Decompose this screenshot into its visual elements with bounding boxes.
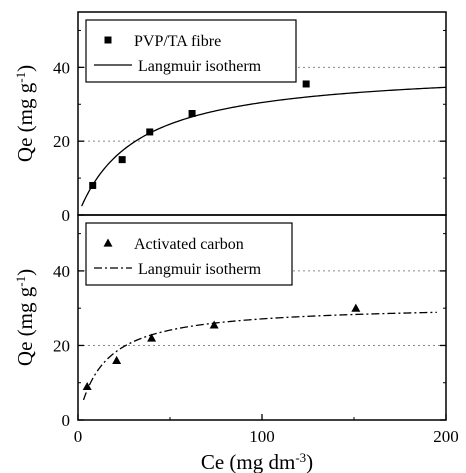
x-axis-title-sup: -3	[295, 450, 306, 465]
x-axis-title-main: Ce (mg dm	[201, 450, 296, 473]
y-axis-title: Qe (mg g-1)	[13, 269, 38, 366]
y-axis-title-sup: -1	[13, 276, 28, 287]
langmuir-fit-curve	[82, 311, 437, 401]
y-axis-title-main: Qe (mg g	[13, 82, 37, 162]
legend-box	[85, 222, 293, 286]
y-axis-title-sup: -1	[13, 72, 28, 83]
y-axis-title-close: )	[13, 269, 37, 276]
data-point-square	[89, 181, 97, 189]
legend-label-data: Activated carbon	[134, 236, 244, 253]
data-point-square	[146, 128, 154, 136]
y-tick-label: 0	[62, 206, 71, 225]
x-axis-title-close: )	[306, 450, 313, 473]
data-point-square	[188, 110, 196, 117]
y-axis-title-main: Qe (mg g	[13, 286, 37, 366]
y-axis-title: Qe (mg g-1)	[13, 65, 38, 162]
data-point-triangle	[209, 320, 219, 329]
x-tick-label: 0	[74, 427, 83, 446]
y-axis-title-close: )	[13, 65, 37, 72]
data-point-triangle	[147, 333, 157, 342]
legend-marker-triangle	[103, 238, 113, 247]
y-tick-label: 40	[53, 58, 70, 77]
data-point-square	[302, 80, 310, 88]
x-tick-label: 100	[249, 427, 275, 446]
y-tick-label: 40	[53, 262, 70, 281]
legend-label-data: PVP/TA fibre	[134, 33, 221, 50]
data-point-triangle	[351, 303, 361, 312]
legend-box	[85, 19, 297, 83]
y-tick-label: 0	[62, 411, 71, 430]
y-tick-label: 20	[53, 336, 70, 355]
top-panel: 0 20 40 Qe (mg g-1) PVP/TA fibre Langmuir iso…	[13, 11, 447, 225]
data-point-square	[118, 156, 126, 164]
data-point-triangle	[82, 381, 92, 391]
langmuir-fit-curve	[81, 86, 447, 207]
x-axis-title: Ce (mg dm-3)	[201, 450, 313, 473]
legend-label-fit: Langmuir isotherm	[138, 261, 262, 278]
legend-label-fit: Langmuir isotherm	[138, 58, 262, 75]
y-tick-label: 20	[53, 132, 70, 151]
x-tick-label: 200	[433, 427, 459, 446]
legend-marker-square	[104, 36, 112, 44]
data-point-triangle	[112, 355, 122, 364]
